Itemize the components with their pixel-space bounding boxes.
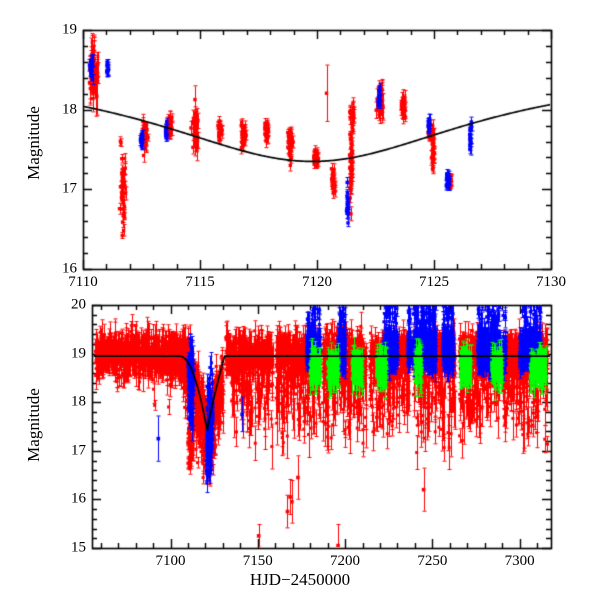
- light-curve-canvas: [0, 0, 600, 600]
- light-curve-figure: Magnitude Magnitude HJD−2450000 7110 7115…: [0, 0, 600, 600]
